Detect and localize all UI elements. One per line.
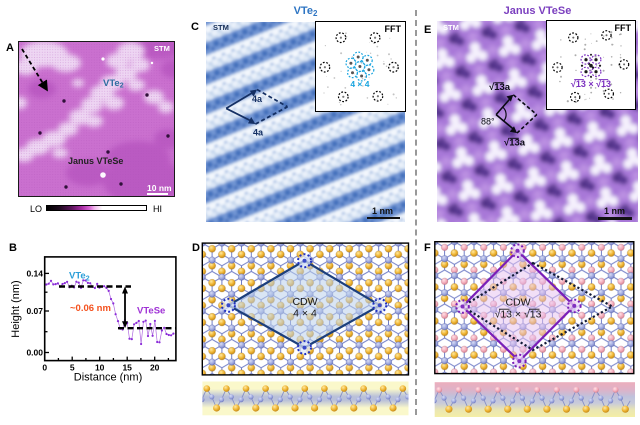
svg-text:20: 20 [150,363,160,373]
svg-text:15: 15 [122,363,132,373]
svg-text:5: 5 [70,363,75,373]
svg-text:CDW: CDW [292,296,317,308]
svg-text:0.00: 0.00 [26,348,43,358]
svg-text:√13 × √13: √13 × √13 [495,309,542,321]
svg-text:4a: 4a [252,94,263,104]
svg-text:88°: 88° [481,117,495,127]
svg-text:4a: 4a [253,127,264,137]
svg-text:√13a: √13a [504,138,526,149]
svg-text:CDW: CDW [505,297,530,309]
svg-text:√13a: √13a [489,82,511,93]
svg-text:Distance (nm): Distance (nm) [74,372,142,384]
svg-text:FFT: FFT [615,23,632,33]
svg-text:4 × 4: 4 × 4 [350,79,369,89]
svg-text:Height (nm): Height (nm) [10,280,22,337]
svg-text:VTe2: VTe2 [69,271,90,283]
svg-text:VTeSe: VTeSe [137,306,165,317]
svg-text:0.14: 0.14 [26,268,43,278]
svg-text:√13 × √13: √13 × √13 [571,79,611,89]
svg-text:~0.06 nm: ~0.06 nm [70,303,111,314]
svg-text:4 × 4: 4 × 4 [293,308,317,320]
svg-text:0.07: 0.07 [26,306,43,316]
svg-text:10: 10 [95,363,105,373]
svg-text:0: 0 [42,363,47,373]
svg-text:FFT: FFT [384,24,401,34]
